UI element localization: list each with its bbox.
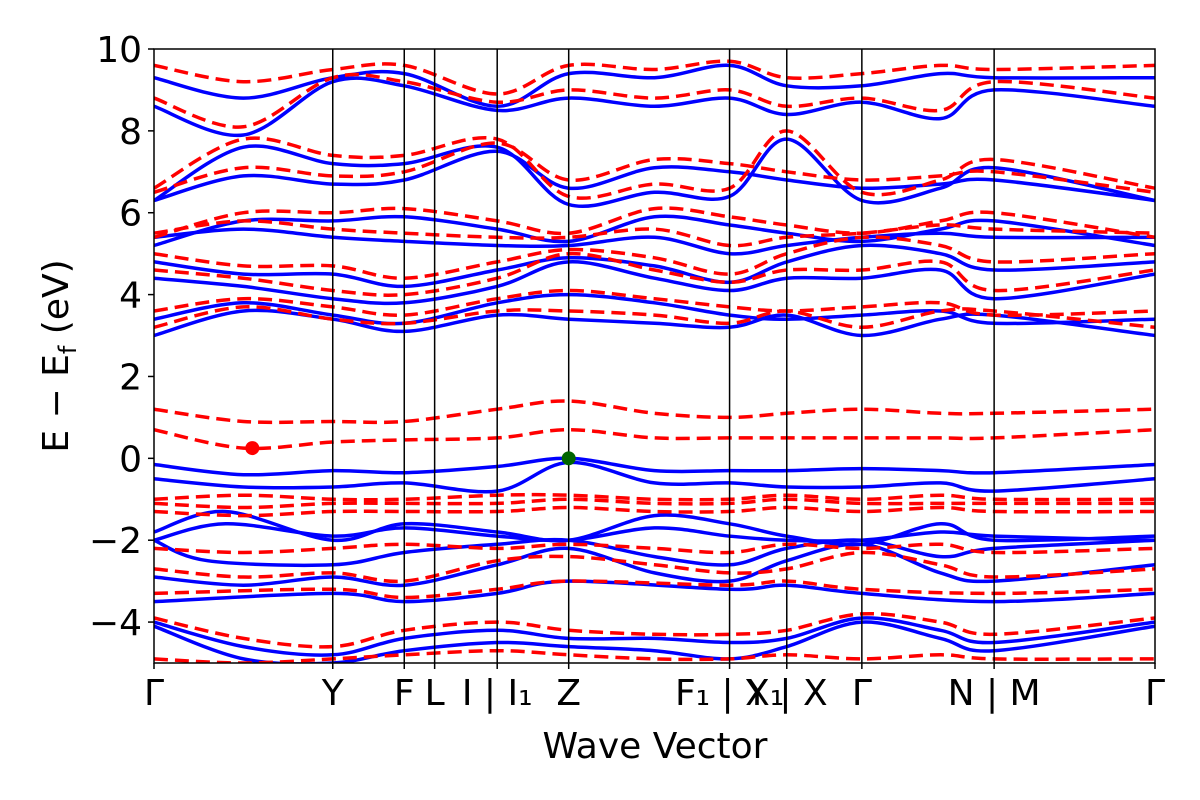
- x-tick-label-7: Y | X: [745, 673, 828, 714]
- y-tick-label-6: 8: [119, 112, 142, 153]
- dashed-band-line-8: [154, 305, 1155, 330]
- y-tick-label-5: 6: [119, 194, 142, 235]
- y-tick-label-1: −2: [89, 521, 142, 562]
- x-tick-label-3: L: [425, 673, 445, 714]
- solid-band-line-15: [154, 76, 1155, 138]
- x-tick-label-10: Γ: [1145, 673, 1165, 714]
- y-axis-title-main: E − E: [36, 354, 77, 453]
- x-tick-label-6: F₁ | X₁: [675, 673, 784, 714]
- y-tick-label-4: 4: [119, 276, 142, 317]
- x-tick-label-1: Y: [321, 673, 345, 714]
- x-tick-label-5: Z: [556, 673, 581, 714]
- x-tick-label-0: Γ: [144, 673, 164, 714]
- extrema-markers: [245, 441, 576, 466]
- y-axis-title: E − Ef (eV): [36, 259, 82, 452]
- y-tick-label-2: 0: [119, 439, 142, 480]
- y-tick-label-0: −4: [89, 603, 142, 644]
- solid-band-line-18: [154, 620, 1155, 663]
- y-axis-title-subscript: f: [54, 345, 82, 354]
- x-axis-title: Wave Vector: [543, 726, 768, 767]
- x-tick-label-2: F: [394, 673, 415, 714]
- dashed-band-line-0: [154, 579, 1155, 600]
- dashed-band-line-13: [154, 206, 1155, 240]
- x-tick-label-8: Γ: [852, 673, 872, 714]
- cbm-marker: [245, 441, 260, 456]
- y-tick-label-3: 2: [119, 357, 142, 398]
- y-axis-title-unit: (eV): [36, 259, 77, 345]
- plot-frame: [153, 48, 1156, 664]
- dashed-band-line-16: [154, 72, 1155, 129]
- vbm-marker: [561, 451, 576, 466]
- y-axis-ticks: −4 −2 0 2 4 6 8 10: [89, 30, 154, 644]
- x-tick-label-9: N | M: [948, 673, 1041, 714]
- y-tick-label-7: 10: [96, 30, 142, 71]
- high-symmetry-lines: [332, 49, 995, 663]
- x-tick-label-4: I | I₁: [462, 673, 533, 714]
- solid-band-line-0: [154, 579, 1155, 604]
